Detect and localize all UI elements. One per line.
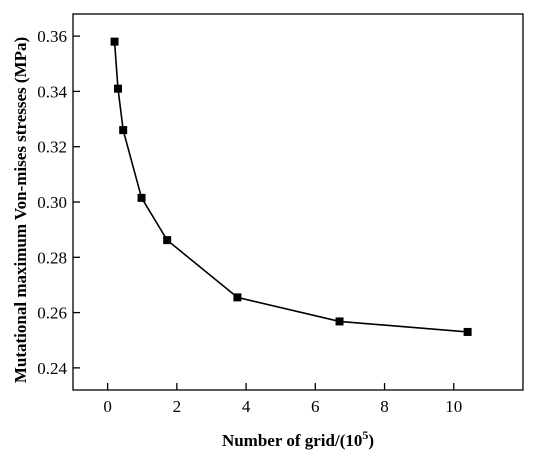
x-tick-label: 10: [445, 397, 462, 416]
data-point-marker: [233, 293, 242, 302]
y-tick-label: 0.32: [37, 138, 67, 157]
data-point-marker: [163, 236, 172, 245]
series-line: [113, 41, 468, 333]
data-point-marker: [463, 327, 472, 336]
x-axis-title-suffix: ): [368, 431, 374, 450]
data-point-marker: [335, 317, 344, 326]
y-tick-label: 0.34: [37, 82, 67, 101]
x-tick-label: 0: [103, 397, 112, 416]
series-layer: [110, 37, 472, 336]
y-tick-label: 0.26: [37, 304, 67, 323]
x-axis-title-superscript: 5: [362, 428, 368, 442]
x-axis-ticks: 0 2 4 6 8 10: [103, 383, 462, 416]
y-tick-label: 0.24: [37, 359, 67, 378]
plot-frame: [72, 13, 524, 391]
data-point-marker: [110, 37, 119, 46]
y-tick-label: 0.28: [37, 248, 67, 267]
y-tick-label: 0.30: [37, 193, 67, 212]
data-point-marker: [114, 84, 122, 93]
x-tick-label: 8: [380, 397, 389, 416]
x-tick-label: 4: [242, 397, 251, 416]
y-axis-ticks: 0.24 0.26 0.28 0.30 0.32 0.34 0.36: [37, 27, 80, 378]
x-axis-title: Number of grid/(105): [222, 428, 374, 450]
x-tick-label: 2: [173, 397, 182, 416]
x-tick-label: 6: [311, 397, 320, 416]
y-axis-title: Mutational maximum Von-mises stresses (M…: [11, 37, 30, 383]
y-tick-label: 0.36: [37, 27, 67, 46]
data-point-marker: [119, 126, 128, 135]
x-axis-title-text: Number of grid/(10: [222, 431, 362, 450]
data-point-marker: [137, 193, 146, 202]
